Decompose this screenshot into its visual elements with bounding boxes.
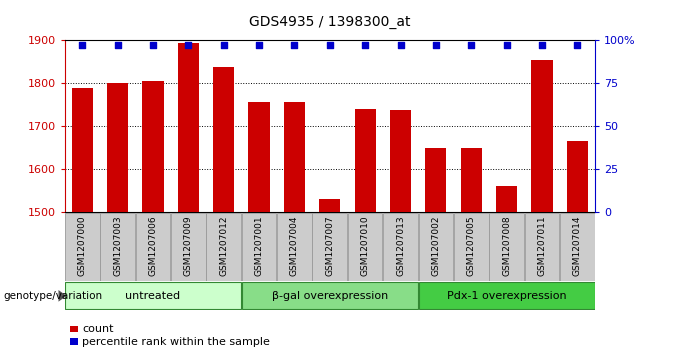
Text: GSM1207006: GSM1207006 [148,215,158,276]
Point [112,42,123,48]
Text: GSM1207004: GSM1207004 [290,215,299,276]
FancyBboxPatch shape [171,213,205,281]
Text: GSM1207009: GSM1207009 [184,215,193,276]
Text: GSM1207000: GSM1207000 [78,215,87,276]
Point [218,42,229,48]
Text: β-gal overexpression: β-gal overexpression [272,291,388,301]
Bar [354,109,376,212]
Text: count: count [82,324,114,334]
Bar [248,102,270,212]
Bar [319,199,341,212]
Text: GSM1207003: GSM1207003 [113,215,122,276]
FancyBboxPatch shape [136,213,170,281]
Point [395,42,406,48]
Bar [460,148,482,212]
Text: percentile rank within the sample: percentile rank within the sample [82,337,270,347]
FancyBboxPatch shape [419,213,453,281]
Point [183,42,194,48]
Point [501,42,512,48]
Bar [531,60,553,212]
Point [466,42,477,48]
Bar [213,67,235,212]
FancyBboxPatch shape [348,213,382,281]
FancyBboxPatch shape [65,213,99,281]
Bar [177,43,199,212]
Text: GSM1207013: GSM1207013 [396,215,405,276]
Text: GSM1207005: GSM1207005 [466,215,476,276]
Point [537,42,547,48]
Text: GSM1207008: GSM1207008 [502,215,511,276]
FancyBboxPatch shape [65,282,241,310]
Bar [496,187,517,212]
FancyBboxPatch shape [277,213,311,281]
Bar [142,81,164,212]
Text: GSM1207002: GSM1207002 [431,215,441,276]
Text: GDS4935 / 1398300_at: GDS4935 / 1398300_at [249,15,411,29]
FancyBboxPatch shape [490,213,524,281]
Point [289,42,300,48]
Bar [390,110,411,212]
Text: GSM1207007: GSM1207007 [325,215,335,276]
FancyBboxPatch shape [242,282,418,310]
Point [360,42,371,48]
Text: GSM1207011: GSM1207011 [537,215,547,276]
Text: GSM1207012: GSM1207012 [219,215,228,276]
FancyBboxPatch shape [313,213,347,281]
FancyBboxPatch shape [242,213,276,281]
Point [148,42,158,48]
Text: GSM1207014: GSM1207014 [573,215,582,276]
Point [324,42,335,48]
Point [430,42,441,48]
Text: Pdx-1 overexpression: Pdx-1 overexpression [447,291,566,301]
FancyBboxPatch shape [207,213,241,281]
FancyBboxPatch shape [101,213,135,281]
Text: GSM1207001: GSM1207001 [254,215,264,276]
Point [572,42,583,48]
Bar [107,83,129,212]
FancyBboxPatch shape [525,213,559,281]
FancyBboxPatch shape [454,213,488,281]
FancyBboxPatch shape [419,282,594,310]
Point [254,42,265,48]
Polygon shape [58,290,67,302]
Bar [566,141,588,212]
Text: genotype/variation: genotype/variation [3,291,103,301]
Text: GSM1207010: GSM1207010 [360,215,370,276]
Bar [71,88,93,212]
Bar [284,102,305,212]
FancyBboxPatch shape [384,213,418,281]
Point [77,42,88,48]
Text: untreated: untreated [125,291,181,301]
Bar [425,148,447,212]
FancyBboxPatch shape [560,213,594,281]
